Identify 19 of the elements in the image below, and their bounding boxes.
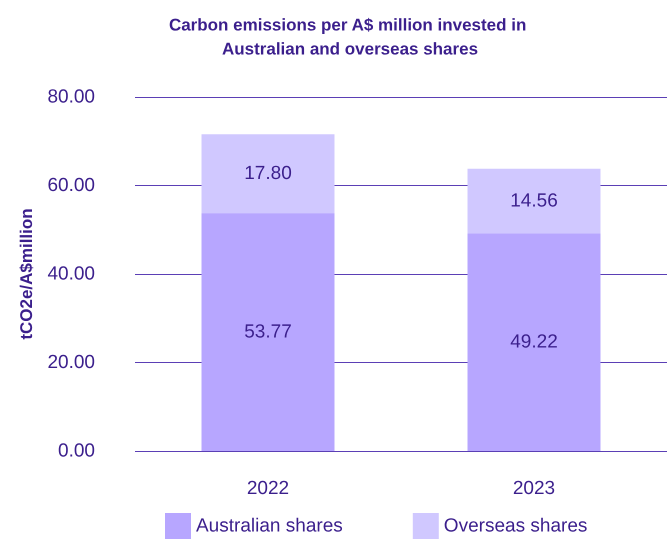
legend-label: Australian shares	[196, 516, 343, 536]
data-label: 53.77	[244, 322, 292, 343]
legend-label: Overseas shares	[444, 516, 588, 536]
data-label: 49.22	[510, 332, 558, 353]
chart-title: Carbon emissions per A$ million invested in Australian and overseas shares	[168, 16, 532, 58]
bar	[202, 134, 334, 214]
x-tick-label: 2022	[246, 478, 290, 499]
y-tick-label: 60.00	[47, 175, 95, 196]
bar	[468, 168, 600, 234]
y-axis-title: tCO2e/A$million	[17, 208, 36, 340]
data-label: 14.56	[510, 190, 558, 212]
y-tick-label: 20.00	[47, 352, 95, 373]
y-tick-label: 0.00	[58, 440, 95, 462]
bar	[468, 233, 600, 451]
bar	[202, 213, 334, 451]
x-tick-label: 2023	[512, 478, 556, 499]
y-tick-label: 80.00	[47, 86, 95, 108]
y-tick-label: 40.00	[47, 264, 95, 284]
data-label: 17.80	[244, 163, 292, 184]
